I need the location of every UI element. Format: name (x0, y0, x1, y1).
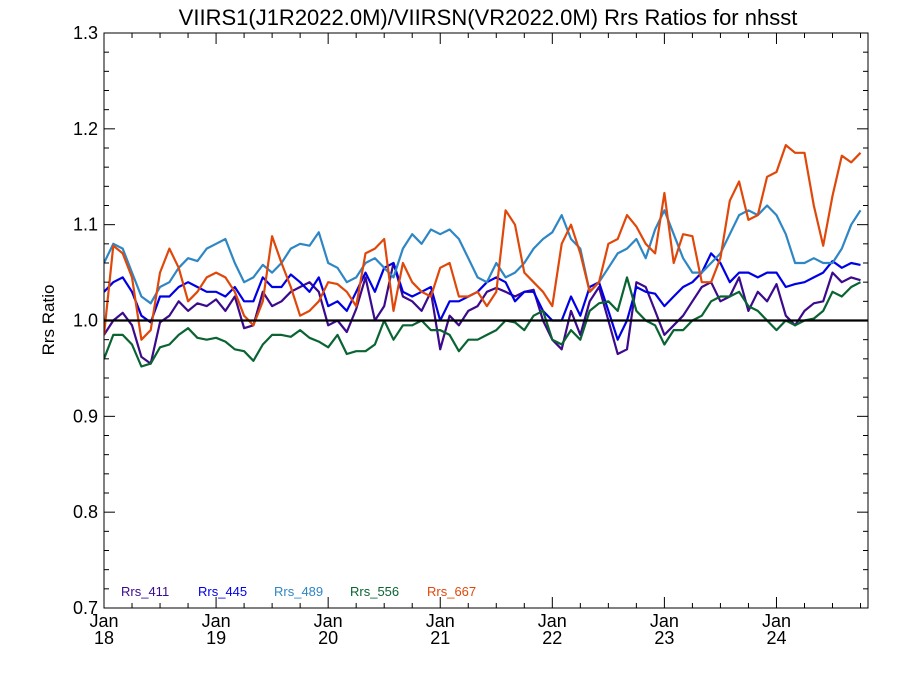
y-tick-label: 0.9 (73, 406, 98, 426)
x-tick-label-month: Jan (538, 611, 567, 631)
legend-entry-rrs-556: Rrs_556 (350, 584, 399, 599)
x-tick-label-year: 18 (94, 628, 114, 648)
x-tick-label-month: Jan (202, 611, 231, 631)
legend-entry-rrs-667: Rrs_667 (427, 584, 476, 599)
x-tick-label-year: 19 (206, 628, 226, 648)
legend-entry-rrs-489: Rrs_489 (274, 584, 323, 599)
series-line-rrs-411 (104, 261, 861, 365)
x-tick-label-month: Jan (426, 611, 455, 631)
x-tick-label-year: 24 (766, 628, 786, 648)
legend-entry-rrs-445: Rrs_445 (198, 584, 247, 599)
x-tick-label-month: Jan (314, 611, 343, 631)
y-tick-label: 1.1 (73, 215, 98, 235)
x-tick-label-month: Jan (650, 611, 679, 631)
x-tick-label-month: Jan (89, 611, 118, 631)
y-tick-label: 0.7 (73, 598, 98, 618)
legend-entry-rrs-411: Rrs_411 (121, 584, 169, 599)
chart-title: VIIRS1(J1R2022.0M)/VIIRSN(VR2022.0M) Rrs… (179, 5, 798, 30)
series-group (104, 144, 862, 368)
y-tick-label: 0.8 (73, 502, 98, 522)
series-line-rrs-489 (104, 204, 862, 305)
y-tick-label: 1.2 (73, 119, 98, 139)
x-tick-label-month: Jan (762, 611, 791, 631)
y-tick-label: 1.3 (73, 23, 98, 43)
legend: Rrs_411 Rrs_445 Rrs_489 Rrs_556 Rrs_667 (121, 584, 476, 599)
y-axis-label: Rrs Ratio (39, 285, 58, 356)
x-tick-label-year: 23 (654, 628, 674, 648)
y-axis: 0.7 0.8 0.9 1.0 1.1 1.2 1.3 (73, 23, 868, 618)
x-tick-label-year: 20 (318, 628, 338, 648)
x-tick-label-year: 21 (430, 628, 450, 648)
y-tick-label: 1.0 (73, 311, 98, 331)
x-tick-label-year: 22 (542, 628, 562, 648)
series-line-rrs-445 (104, 252, 861, 341)
series-line-rrs-556 (104, 276, 862, 368)
series-line-rrs-667 (104, 144, 862, 341)
